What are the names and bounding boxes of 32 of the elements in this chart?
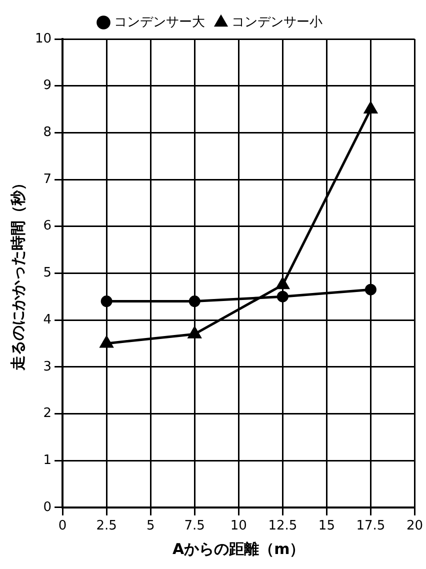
point	[188, 326, 202, 338]
y-tick-label: 1	[43, 452, 52, 468]
point	[364, 284, 376, 296]
x-tick-label: 7.5	[184, 518, 205, 534]
point	[276, 290, 288, 302]
x-tick-label: 0	[58, 518, 67, 534]
y-tick-label: 0	[43, 500, 52, 515]
point	[100, 296, 112, 308]
x-tick-label: 15	[318, 518, 335, 534]
y-tick-label: 8	[43, 125, 52, 140]
y-tick-label: 10	[34, 31, 52, 46]
y-tick-label: 9	[43, 78, 52, 94]
legend-label: コンデンサー大	[114, 14, 205, 30]
y-tick-label: 4	[43, 312, 52, 328]
y-tick-label: 6	[43, 218, 52, 234]
legend-label: コンデンサー小	[232, 14, 322, 30]
y-tick-label: 5	[43, 266, 52, 281]
y-axis-title: 走るのにかかった時間（秒）	[8, 176, 27, 372]
x-tick-label: 20	[406, 518, 423, 534]
x-tick-label: 10	[230, 518, 247, 534]
x-axis-title: Aからの距離（m）	[172, 540, 305, 558]
x-tick-label: 12.5	[268, 518, 298, 534]
y-tick-label: 2	[43, 406, 52, 422]
x-tick-label: 17.5	[356, 518, 386, 534]
point	[276, 278, 290, 290]
point	[188, 296, 200, 308]
y-tick-label: 3	[43, 359, 52, 374]
point	[364, 102, 378, 114]
x-tick-label: 5	[146, 518, 155, 534]
x-tick-label: 2.5	[96, 518, 117, 534]
y-tick-label: 7	[43, 172, 52, 187]
point	[100, 336, 114, 348]
